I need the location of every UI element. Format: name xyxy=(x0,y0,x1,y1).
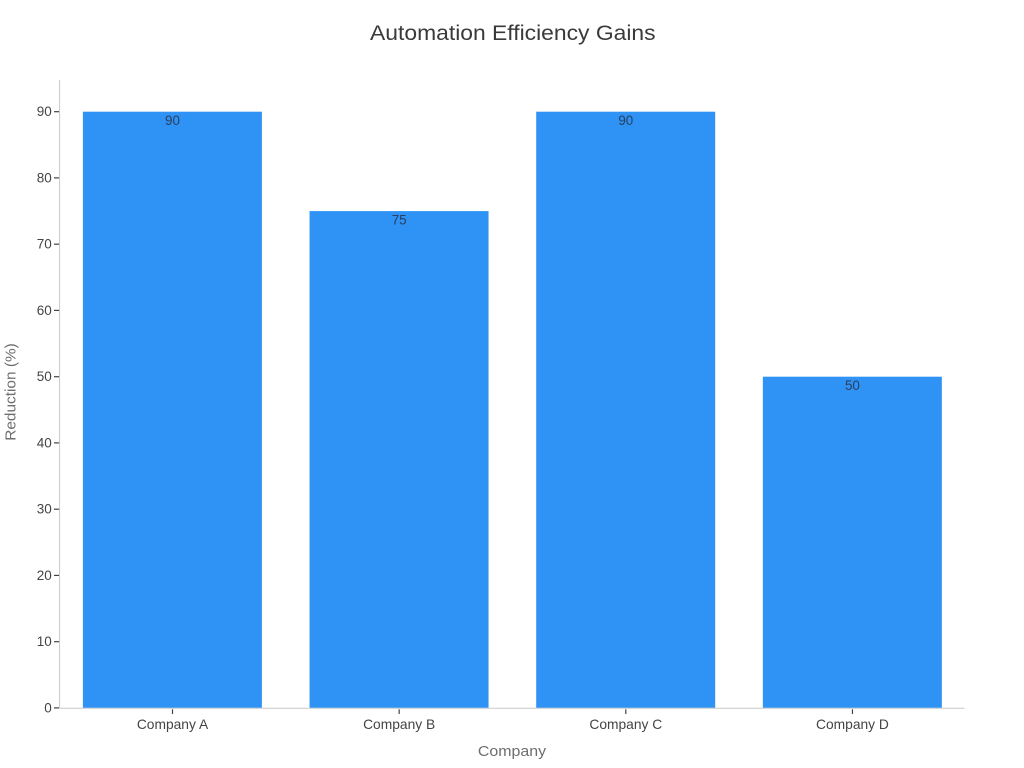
svg-text:70: 70 xyxy=(37,237,52,252)
svg-text:Automation Efficiency Gains: Automation Efficiency Gains xyxy=(370,21,656,45)
svg-text:Company A: Company A xyxy=(137,717,209,732)
svg-text:80: 80 xyxy=(37,170,52,185)
svg-text:Reduction (%): Reduction (%) xyxy=(3,343,19,441)
svg-text:Company C: Company C xyxy=(589,717,662,732)
svg-text:50: 50 xyxy=(845,378,860,393)
svg-text:90: 90 xyxy=(618,113,633,128)
svg-text:75: 75 xyxy=(392,213,407,228)
svg-text:60: 60 xyxy=(37,303,52,318)
svg-text:30: 30 xyxy=(37,502,52,517)
svg-text:Company: Company xyxy=(478,744,547,760)
svg-text:40: 40 xyxy=(37,435,52,450)
svg-text:Company B: Company B xyxy=(363,717,435,732)
svg-text:50: 50 xyxy=(37,369,52,384)
svg-text:90: 90 xyxy=(37,104,52,119)
svg-text:90: 90 xyxy=(165,113,180,128)
svg-text:0: 0 xyxy=(44,700,52,715)
svg-text:Company D: Company D xyxy=(816,717,889,732)
svg-text:20: 20 xyxy=(37,568,52,583)
svg-text:10: 10 xyxy=(37,634,52,649)
